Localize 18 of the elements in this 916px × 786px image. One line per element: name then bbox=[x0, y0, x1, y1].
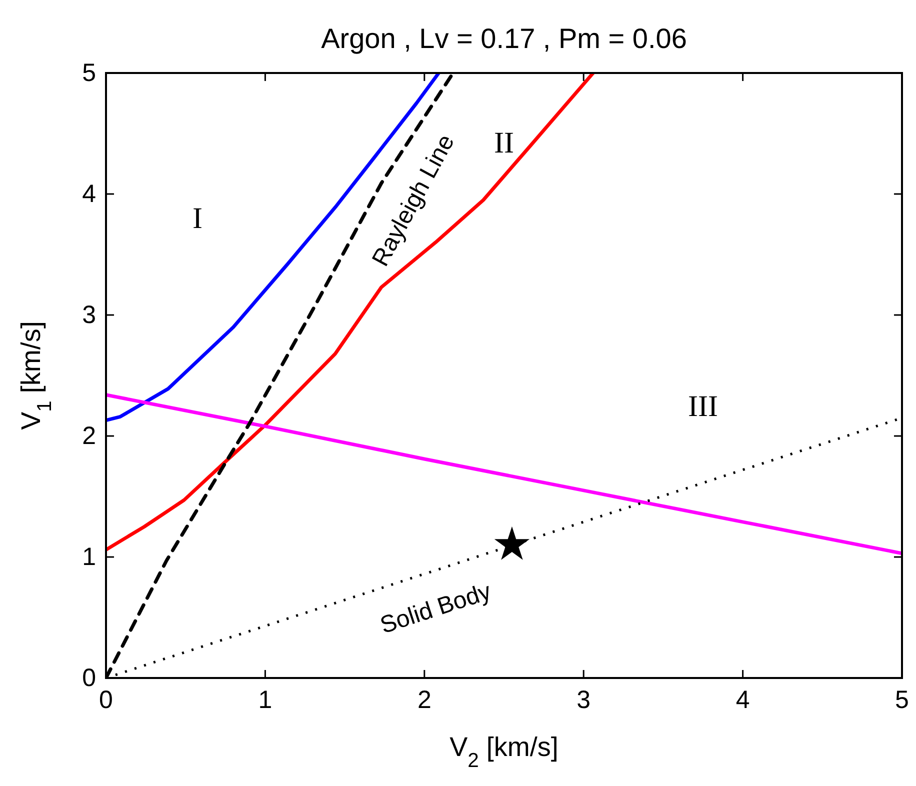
x-tick-label: 4 bbox=[736, 686, 750, 714]
annotation: III bbox=[688, 389, 718, 422]
x-tick-label: 3 bbox=[576, 686, 591, 714]
x-tick-label: 1 bbox=[258, 686, 272, 714]
chart-title: Argon , Lv = 0.17 , Pm = 0.06 bbox=[321, 23, 687, 54]
x-tick-label: 2 bbox=[417, 686, 432, 714]
y-tick-label: 5 bbox=[82, 59, 96, 87]
y-tick-label: 4 bbox=[82, 180, 96, 208]
x-axis-title: V$_{2}$ [km/s] bbox=[450, 732, 558, 772]
annotation: II bbox=[494, 126, 514, 160]
x-tick-label: 0 bbox=[99, 686, 113, 714]
y-tick-label: 1 bbox=[82, 543, 96, 571]
annotation: I bbox=[192, 202, 203, 235]
y-tick-label: 3 bbox=[82, 301, 96, 329]
y-tick-label: 2 bbox=[82, 422, 96, 450]
x-tick-label: 5 bbox=[895, 686, 909, 714]
annotation: Solid Body bbox=[376, 578, 494, 639]
y-tick-label: 0 bbox=[82, 664, 96, 692]
